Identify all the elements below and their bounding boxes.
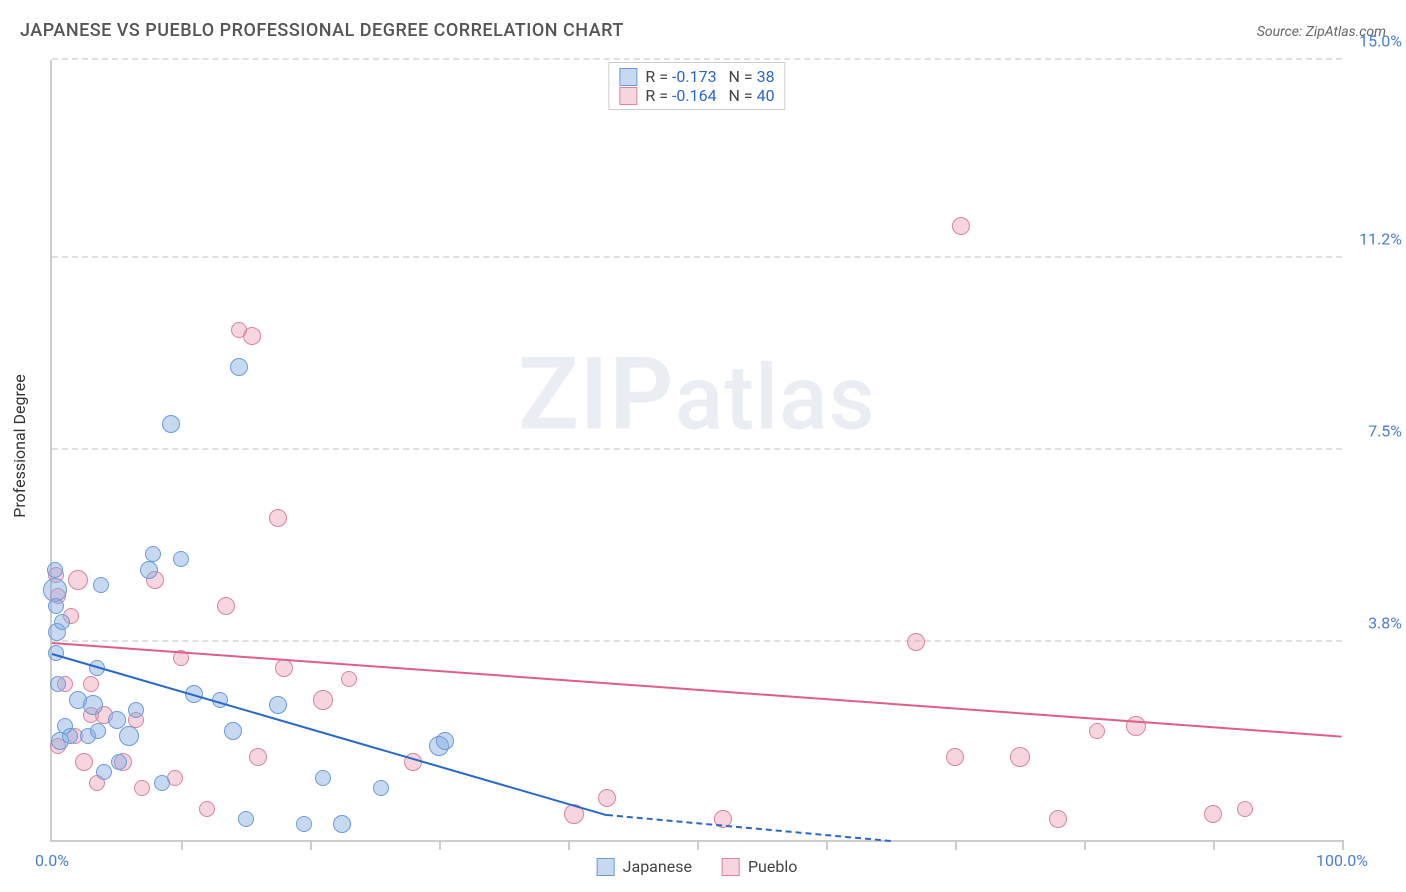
data-point [275,659,293,677]
data-point [1237,801,1253,817]
data-point [231,322,247,338]
data-point [296,816,312,832]
x-tick [181,840,183,850]
source-prefix: Source: [1257,24,1306,40]
data-point [952,217,970,235]
series-legend: Japanese Pueblo [597,857,798,876]
x-tick [568,840,570,850]
data-point [119,726,139,746]
x-tick [1342,840,1344,850]
legend-swatch [619,87,637,105]
chart-header: JAPANESE VS PUEBLO PROFESSIONAL DEGREE C… [20,20,1386,41]
data-point [1204,805,1222,823]
data-point [173,551,189,567]
data-point [111,754,127,770]
data-point [50,676,66,692]
regression-line [52,642,1342,738]
data-point [154,775,170,791]
x-tick [826,840,828,850]
series-label: Pueblo [748,857,797,876]
data-point [436,732,454,750]
y-tick-label: 15.0% [1359,32,1402,51]
data-point [48,645,64,661]
x-tick [697,840,699,850]
data-point [199,801,215,817]
data-point [54,614,70,630]
data-point [269,509,287,527]
legend-stats: R = -0.164 N = 40 [645,86,774,105]
series-legend-item: Pueblo [722,857,797,876]
data-point [341,671,357,687]
y-tick-label: 11.2% [1359,229,1402,248]
legend-row: R = -0.173 N = 38 [619,67,774,86]
data-point [128,702,144,718]
data-point [907,633,925,651]
legend-row: R = -0.164 N = 40 [619,86,774,105]
series-legend-item: Japanese [597,857,692,876]
watermark-text: ZIPatlas [518,337,876,454]
data-point [224,722,242,740]
chart-title: JAPANESE VS PUEBLO PROFESSIONAL DEGREE C… [20,20,624,41]
data-point [108,711,126,729]
grid-line [52,640,1342,642]
data-point [313,690,333,710]
grid-line [52,256,1342,258]
data-point [373,780,389,796]
data-point [93,577,109,593]
data-point [217,597,235,615]
data-point [90,723,106,739]
grid-line [52,58,1342,60]
data-point [162,415,180,433]
x-tick [955,840,957,850]
data-point [1089,723,1105,739]
x-tick [1213,840,1215,850]
data-point [75,753,93,771]
data-point [68,570,88,590]
data-point [83,676,99,692]
data-point [1049,810,1067,828]
x-axis-label: 0.0% [35,851,69,870]
data-point [333,815,351,833]
data-point [134,780,150,796]
grid-line [52,448,1342,450]
data-point [249,748,267,766]
legend-swatch [619,68,637,86]
regression-line [607,814,891,842]
x-tick [1084,840,1086,850]
x-tick [439,840,441,850]
legend-swatch [722,858,740,876]
data-point [946,748,964,766]
data-point [145,546,161,562]
legend-stats: R = -0.173 N = 38 [645,67,774,86]
data-point [238,811,254,827]
data-point [48,598,64,614]
data-point [269,696,287,714]
y-axis-title: Professional Degree [10,374,29,517]
data-point [1010,747,1030,767]
legend-swatch [597,858,615,876]
y-tick-label: 7.5% [1368,422,1402,441]
data-point [96,764,112,780]
data-point [62,728,78,744]
x-axis-label: 100.0% [1316,851,1368,870]
data-point [230,358,248,376]
data-point [47,562,63,578]
data-point [598,789,616,807]
y-tick-label: 3.8% [1368,614,1402,633]
correlation-legend: R = -0.173 N = 38R = -0.164 N = 40 [608,62,785,110]
x-tick [310,840,312,850]
series-label: Japanese [623,857,692,876]
data-point [315,770,331,786]
scatter-chart: ZIPatlas R = -0.173 N = 38R = -0.164 N =… [50,60,1342,842]
data-point [140,561,158,579]
data-point [1126,716,1146,736]
data-point [83,695,103,715]
